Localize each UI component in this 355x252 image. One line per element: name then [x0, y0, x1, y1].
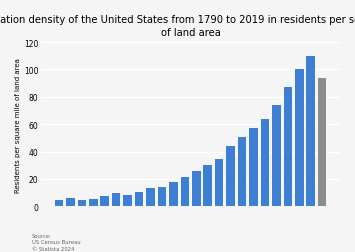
Bar	[284, 87, 292, 206]
Bar	[146, 188, 155, 206]
Bar	[238, 137, 246, 206]
Bar	[100, 196, 109, 206]
Bar	[112, 193, 120, 206]
Bar	[192, 171, 201, 206]
Bar	[169, 182, 178, 206]
Bar	[158, 187, 166, 206]
Bar	[180, 177, 189, 206]
Text: Source:
US Census Bureau
© Statista 2024: Source: US Census Bureau © Statista 2024	[32, 233, 81, 251]
Title: Population density of the United States from 1790 to 2019 in residents per squar: Population density of the United States …	[0, 15, 355, 38]
Bar	[89, 199, 98, 206]
Bar	[306, 57, 315, 206]
Bar	[215, 159, 223, 206]
Bar	[77, 201, 86, 206]
Bar	[318, 79, 326, 206]
Bar	[203, 166, 212, 206]
Bar	[123, 196, 132, 206]
Bar	[66, 198, 75, 206]
Bar	[272, 105, 281, 206]
Bar	[55, 200, 63, 206]
Bar	[135, 192, 143, 206]
Bar	[261, 119, 269, 206]
Y-axis label: Residents per square mile of land area: Residents per square mile of land area	[15, 57, 21, 192]
Bar	[249, 128, 258, 206]
Bar	[226, 146, 235, 206]
Bar	[295, 70, 304, 206]
